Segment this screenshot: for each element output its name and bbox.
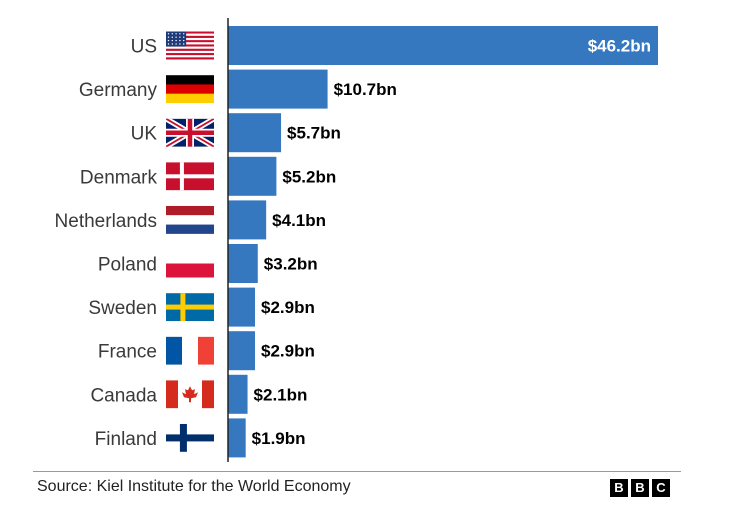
uk-flag-icon xyxy=(166,118,214,147)
value-label: $10.7bn xyxy=(334,80,397,99)
bar-canada xyxy=(228,374,248,414)
sweden-flag-icon xyxy=(166,293,214,322)
category-label: Finland xyxy=(95,429,157,450)
bar-denmark xyxy=(228,156,277,196)
poland-flag-icon xyxy=(166,249,214,278)
footer-divider xyxy=(33,471,681,472)
bar-chart: US $46.2bn Germany $10.7bn UK $5.7bn Denmark $5… xyxy=(55,18,658,462)
category-label: Denmark xyxy=(80,167,158,188)
bar-france xyxy=(228,331,255,371)
value-label: $46.2bn xyxy=(588,37,651,56)
value-label: $5.2bn xyxy=(282,167,336,186)
netherlands-flag-icon xyxy=(166,205,214,234)
category-label: UK xyxy=(131,124,158,145)
bar-germany xyxy=(228,69,328,109)
value-label: $1.9bn xyxy=(252,429,306,448)
value-label: $2.1bn xyxy=(254,385,308,404)
category-label: Canada xyxy=(90,385,157,406)
value-label: $2.9bn xyxy=(261,298,315,317)
category-label: Germany xyxy=(79,80,158,101)
source-note: Source: Kiel Institute for the World Eco… xyxy=(37,478,351,495)
category-label: Sweden xyxy=(88,298,157,319)
bar-finland xyxy=(228,418,246,458)
bar-netherlands xyxy=(228,200,267,240)
logo-letter: C xyxy=(652,479,670,497)
logo-letter: B xyxy=(610,479,628,497)
category-label: France xyxy=(98,342,157,363)
denmark-flag-icon xyxy=(166,162,214,191)
finland-flag-icon xyxy=(166,423,214,452)
value-label: $5.7bn xyxy=(287,124,341,143)
logo-letter: B xyxy=(631,479,649,497)
us-flag-icon xyxy=(166,31,214,60)
bar-sweden xyxy=(228,287,255,327)
canada-flag-icon xyxy=(166,380,214,409)
category-label: Poland xyxy=(98,255,157,276)
germany-flag-icon xyxy=(166,75,214,104)
category-label: Netherlands xyxy=(55,211,157,232)
bar-poland xyxy=(228,244,258,283)
value-label: $2.9bn xyxy=(261,342,315,361)
bar-uk xyxy=(228,113,282,153)
category-label: US xyxy=(131,37,157,58)
france-flag-icon xyxy=(166,336,214,365)
value-label: $4.1bn xyxy=(272,211,326,230)
bar-us xyxy=(228,26,658,65)
value-label: $3.2bn xyxy=(264,255,318,274)
bbc-logo: B B C xyxy=(610,479,670,497)
